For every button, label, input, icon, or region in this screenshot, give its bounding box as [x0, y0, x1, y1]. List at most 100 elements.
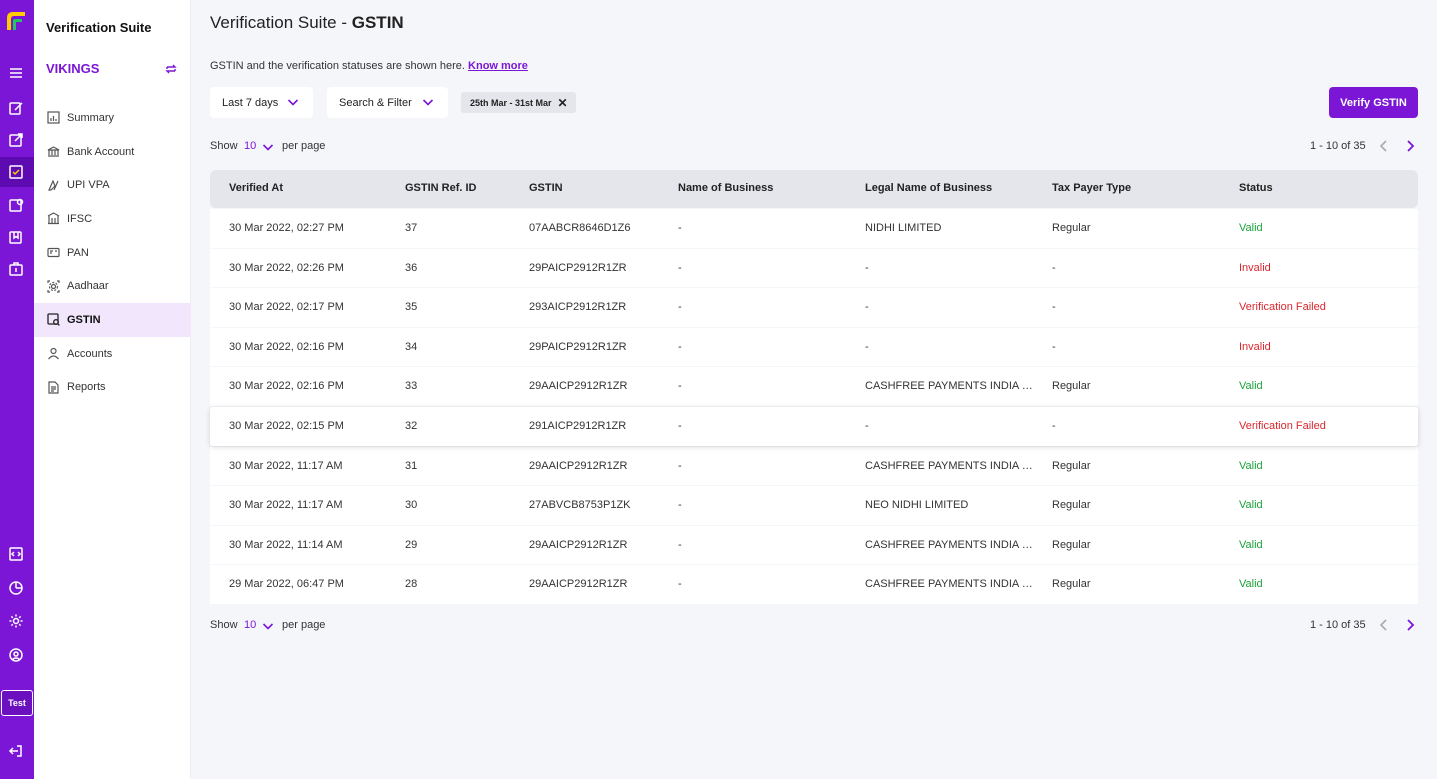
sidebar-item-pan[interactable]: PAN: [34, 236, 191, 270]
sidebar-item-bank-account[interactable]: Bank Account: [34, 135, 191, 169]
page-range: 1 - 10 of 35: [1310, 619, 1366, 631]
table-cell: Regular: [1052, 380, 1091, 393]
table-cell: -: [1052, 419, 1056, 432]
table-row[interactable]: 29 Mar 2022, 06:47 PM 28 29AAICP2912R1ZR - C…: [210, 565, 1418, 604]
table-cell: -: [678, 538, 682, 551]
table-cell: Regular: [1052, 538, 1091, 551]
menu-icon[interactable]: [7, 64, 25, 82]
status-badge: Verification Failed: [1239, 419, 1326, 432]
table-cell: 30 Mar 2022, 02:26 PM: [229, 261, 344, 274]
column-header: Legal Name of Business: [865, 182, 993, 194]
status-badge: Valid: [1239, 380, 1263, 393]
test-mode-badge[interactable]: Test: [1, 690, 33, 716]
search-filter-label: Search & Filter: [339, 96, 412, 109]
report-icon: [47, 381, 60, 394]
table-row[interactable]: 30 Mar 2022, 02:15 PM 32 291AICP2912R1ZR - -…: [210, 406, 1418, 446]
chevron-down-icon[interactable]: [262, 141, 274, 153]
payout-icon[interactable]: [7, 196, 25, 214]
per-page-select[interactable]: 10: [244, 140, 257, 152]
status-badge: Invalid: [1239, 261, 1271, 274]
gstin-icon: [47, 313, 60, 327]
table-cell: 29AAICP2912R1ZR: [529, 459, 628, 472]
verify-gstin-button[interactable]: Verify GSTIN: [1329, 87, 1418, 118]
page-title-section: GSTIN: [351, 13, 404, 32]
table-row[interactable]: 30 Mar 2022, 11:17 AM 30 27ABVCB8753P1ZK - N…: [210, 486, 1418, 525]
table-cell: -: [1052, 340, 1056, 353]
status-badge: Valid: [1239, 222, 1263, 234]
table-row[interactable]: 30 Mar 2022, 02:16 PM 33 29AAICP2912R1ZR - C…: [210, 367, 1418, 406]
search-filter-dropdown[interactable]: Search & Filter: [327, 87, 448, 118]
analytics-icon[interactable]: [7, 579, 25, 597]
table-row[interactable]: 30 Mar 2022, 11:14 AM 29 29AAICP2912R1ZR - C…: [210, 525, 1418, 565]
table-cell: 30 Mar 2022, 11:17 AM: [229, 459, 343, 472]
table-cell: 37: [405, 222, 418, 234]
table-cell: -: [678, 578, 682, 591]
table-cell: 30 Mar 2022, 11:17 AM: [229, 499, 343, 512]
sidebar-item-summary[interactable]: Summary: [34, 101, 191, 135]
table-row[interactable]: 30 Mar 2022, 02:17 PM 35 293AICP2912R1ZR - -…: [210, 288, 1418, 327]
description-text: GSTIN and the verification statuses are …: [210, 60, 465, 72]
sidebar-item-ifsc[interactable]: IFSC: [34, 202, 191, 236]
table-row[interactable]: 30 Mar 2022, 02:27 PM 37 07AABCR8646D1Z6 - N…: [210, 209, 1418, 248]
table-cell: 29PAICP2912R1ZR: [529, 340, 627, 353]
table-row[interactable]: 30 Mar 2022, 11:17 AM 31 29AAICP2912R1ZR - C…: [210, 446, 1418, 486]
chevron-right-icon[interactable]: [1403, 618, 1417, 632]
table-row[interactable]: 30 Mar 2022, 02:26 PM 36 29PAICP2912R1ZR - -…: [210, 248, 1418, 288]
table-cell: -: [678, 459, 682, 472]
know-more-link[interactable]: Know more: [468, 60, 528, 72]
profile-icon[interactable]: [7, 646, 25, 664]
chevron-right-icon[interactable]: [1403, 139, 1417, 153]
table-cell: -: [678, 499, 682, 512]
settings-icon[interactable]: [7, 612, 25, 630]
table-cell: 31: [405, 459, 418, 472]
table-cell: 30 Mar 2022, 02:16 PM: [229, 340, 344, 353]
sidebar-item-aadhaar[interactable]: Aadhaar: [34, 269, 191, 303]
chevron-left-icon[interactable]: [1377, 618, 1391, 632]
sidebar-item-reports[interactable]: Reports: [34, 371, 191, 405]
date-range-dropdown[interactable]: Last 7 days: [210, 87, 313, 118]
sidebar-item-label: IFSC: [67, 212, 93, 225]
document-icon[interactable]: [7, 228, 25, 246]
table-cell: 293AICP2912R1ZR: [529, 301, 627, 314]
logout-icon[interactable]: [7, 742, 25, 760]
chevron-left-icon[interactable]: [1377, 139, 1391, 153]
table-cell: NIDHI LIMITED: [865, 222, 942, 234]
table-cell: -: [1052, 261, 1056, 274]
table-cell: 29: [405, 538, 418, 551]
chip-label: 25th Mar - 31st Mar: [470, 97, 552, 108]
sidebar-item-label: Reports: [67, 381, 106, 394]
per-page-label: per page: [282, 140, 326, 152]
sidebar-item-label: Accounts: [67, 347, 113, 360]
chevron-down-icon[interactable]: [262, 620, 274, 632]
table-header: Verified At GSTIN Ref. ID GSTIN Name of …: [210, 170, 1418, 208]
table-body: 30 Mar 2022, 02:27 PM 37 07AABCR8646D1Z6 - N…: [210, 209, 1418, 605]
sidebar-item-upi-vpa[interactable]: UPI VPA: [34, 168, 191, 202]
page-title: Verification Suite - GSTIN: [210, 13, 404, 33]
edit-icon[interactable]: [7, 99, 25, 117]
per-page-select[interactable]: 10: [244, 619, 257, 631]
table-cell: NEO NIDHI LIMITED: [865, 499, 969, 512]
table-cell: 30 Mar 2022, 02:17 PM: [229, 301, 344, 314]
column-header: Verified At: [229, 182, 283, 194]
sidebar-item-gstin[interactable]: GSTIN: [34, 303, 191, 337]
fingerprint-icon: [47, 280, 60, 293]
close-icon[interactable]: ✕: [557, 95, 568, 110]
table-row[interactable]: 30 Mar 2022, 02:16 PM 34 29PAICP2912R1ZR - -…: [210, 327, 1418, 367]
bag-icon[interactable]: [7, 260, 25, 278]
table-cell: -: [865, 301, 869, 314]
developer-icon[interactable]: [7, 545, 25, 563]
workspace-name[interactable]: VIKINGS: [46, 61, 100, 76]
verification-icon[interactable]: [0, 157, 34, 187]
external-icon[interactable]: [7, 131, 25, 149]
status-badge: Valid: [1239, 459, 1263, 472]
column-header: Status: [1239, 182, 1273, 194]
main-content: Verification Suite - GSTIN GSTIN and the…: [191, 0, 1437, 779]
table-cell: 30 Mar 2022, 02:16 PM: [229, 380, 344, 393]
page-title-prefix: Verification Suite -: [210, 13, 352, 32]
column-header: Tax Payer Type: [1052, 182, 1132, 194]
sidebar-item-accounts[interactable]: Accounts: [34, 337, 191, 371]
status-badge: Valid: [1239, 499, 1263, 512]
table-cell: 30 Mar 2022, 02:15 PM: [229, 419, 344, 432]
switch-workspace-icon[interactable]: [164, 62, 178, 76]
table-cell: CASHFREE PAYMENTS INDIA PRIVATE LIMITED: [865, 459, 1035, 472]
